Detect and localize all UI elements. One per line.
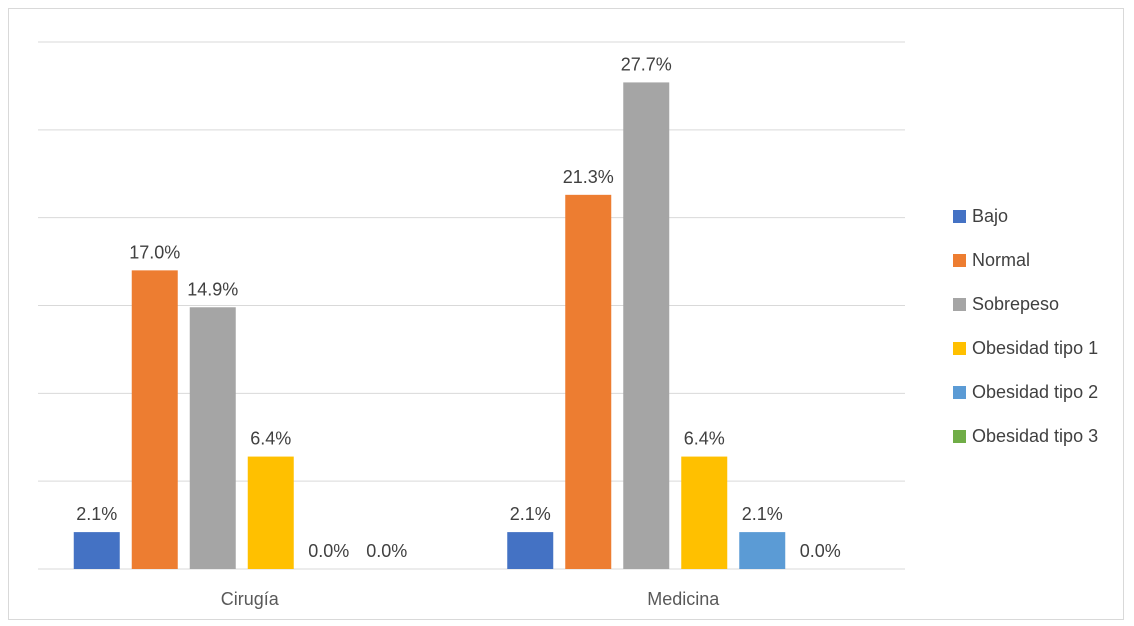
legend-swatch bbox=[953, 385, 966, 399]
bar-chart: 2.1% 17.0% 14.9% 6.4% 0.0% 0.0% 2.1% 21.3% 27.7%… bbox=[38, 41, 905, 609]
legend-label: Sobrepeso bbox=[972, 293, 1060, 314]
data-label: 6.4% bbox=[250, 429, 291, 449]
chart-frame: 2.1% 17.0% 14.9% 6.4% 0.0% 0.0% 2.1% 21.3% 27.7%… bbox=[8, 8, 1124, 620]
legend-label: Bajo bbox=[972, 205, 1009, 226]
legend-label: Obesidad tipo 1 bbox=[972, 337, 1099, 358]
data-label: 14.9% bbox=[187, 279, 238, 299]
legend-item: Obesidad tipo 2 bbox=[953, 381, 1098, 403]
bar bbox=[507, 532, 554, 569]
value-labels: 2.1% 17.0% 14.9% 6.4% 0.0% 0.0% 2.1% 21.3% 27.7%… bbox=[76, 54, 841, 561]
legend-item: Normal bbox=[953, 249, 1098, 271]
bar bbox=[73, 532, 120, 569]
data-label: 0.0% bbox=[308, 541, 349, 561]
bars bbox=[73, 82, 786, 570]
data-label: 2.1% bbox=[76, 504, 117, 524]
x-tick-label: Medicina bbox=[647, 589, 720, 609]
data-label: 0.0% bbox=[800, 541, 841, 561]
legend-label: Obesidad tipo 2 bbox=[972, 381, 1099, 402]
data-label: 17.0% bbox=[129, 242, 180, 262]
bar bbox=[247, 456, 294, 569]
legend-item: Obesidad tipo 3 bbox=[953, 425, 1098, 447]
data-label: 2.1% bbox=[742, 504, 783, 524]
bar bbox=[739, 532, 786, 569]
legend-label: Normal bbox=[972, 249, 1031, 270]
gridlines bbox=[38, 41, 905, 570]
legend-swatch bbox=[953, 429, 966, 443]
legend-item: Bajo bbox=[953, 205, 1098, 227]
legend-label: Obesidad tipo 3 bbox=[972, 425, 1099, 446]
legend-item: Obesidad tipo 1 bbox=[953, 337, 1098, 359]
legend: Bajo Normal Sobrepeso Obesidad tipo 1 Obesid… bbox=[953, 205, 1098, 469]
data-label: 2.1% bbox=[510, 504, 551, 524]
category-labels: Cirugía Medicina bbox=[221, 589, 721, 609]
data-label: 21.3% bbox=[563, 167, 614, 187]
data-label: 27.7% bbox=[621, 54, 672, 74]
bar bbox=[189, 307, 236, 569]
bar bbox=[681, 456, 728, 569]
legend-swatch bbox=[953, 209, 966, 223]
legend-item: Sobrepeso bbox=[953, 293, 1098, 315]
x-tick-label: Cirugía bbox=[221, 589, 280, 609]
legend-swatch bbox=[953, 253, 966, 267]
bar bbox=[565, 194, 612, 569]
legend-swatch bbox=[953, 341, 966, 355]
data-label: 6.4% bbox=[684, 429, 725, 449]
bar bbox=[623, 82, 670, 570]
data-label: 0.0% bbox=[366, 541, 407, 561]
bar bbox=[131, 270, 178, 569]
legend-swatch bbox=[953, 297, 966, 311]
